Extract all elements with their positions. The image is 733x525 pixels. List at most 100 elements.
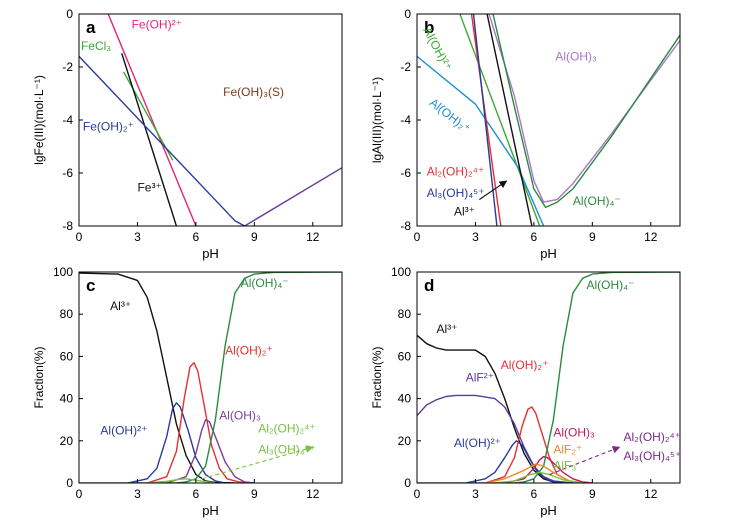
x-tick-label: 3: [472, 230, 479, 244]
label-aloh4: Al(OH)₄⁻: [573, 194, 621, 208]
x-tick-label: 3: [134, 230, 141, 244]
label-al3oh4: Al₃(OH)₄⁵⁺: [258, 442, 316, 456]
x-tick-label: 6: [193, 487, 200, 501]
x-tick-label: 3: [472, 487, 479, 501]
label-feoh3s: Fe(OH)₃(S): [223, 85, 284, 99]
x-tick-label: 6: [531, 230, 538, 244]
plot-frame: [78, 271, 343, 484]
y-tick-label: 40: [398, 392, 412, 406]
series-line-al-oh: [127, 402, 226, 483]
label-al3: Al³⁺: [454, 204, 475, 218]
series-line-fe: [121, 53, 178, 226]
x-axis-label: pH: [540, 246, 557, 261]
y-tick-label: -4: [400, 113, 411, 127]
annotation-arrow: [549, 446, 621, 476]
series-line-al-oh: [166, 419, 255, 483]
panel-b: 0 3 6 9 120-2-4-6-8pHlgAl(III)(mol·L⁻¹)bAl(O…: [370, 7, 681, 261]
label-fe3: Fe³⁺: [137, 181, 161, 195]
y-axis-label: Fraction(%): [32, 346, 46, 408]
series-line-al-oh: [492, 14, 680, 209]
x-tick-label: 0: [76, 487, 83, 501]
y-tick-label: 0: [66, 7, 73, 21]
y-tick-label: 40: [60, 392, 74, 406]
y-tick-label: -6: [62, 166, 73, 180]
label-al3: Al³⁺: [110, 299, 131, 313]
x-axis-label: pH: [202, 503, 219, 518]
panel-letter: c: [86, 276, 95, 295]
label-aloh2plus: Al(OH)₂⁺: [501, 358, 549, 372]
series-line-al-oh: [465, 440, 564, 483]
panel-letter: b: [424, 18, 434, 37]
panel-letter: d: [424, 276, 434, 295]
y-tick-label: 100: [53, 265, 73, 279]
label-al2oh2: Al₂(OH)₂⁴⁺: [624, 430, 681, 444]
series-line-alf: [484, 463, 584, 483]
y-tick-label: 0: [404, 476, 411, 490]
label-aloh3: Al(OH)₃: [555, 49, 597, 63]
y-tick-label: 20: [398, 434, 412, 448]
y-tick-label: -6: [400, 166, 411, 180]
x-tick-label: 12: [306, 487, 320, 501]
label-al2oh2: Al₂(OH)₂⁴⁺: [258, 421, 315, 435]
label-feoh2plus: Fe(OH)₂⁺: [83, 120, 134, 134]
series-line-al-oh: [146, 478, 217, 483]
panel-a: 0 3 6 9 12 0 -2 -4 -6 -8 pH lgFe(III)(mol·L⁻¹) a Fe(O…: [32, 7, 343, 261]
label-alf3: AlF₃: [553, 458, 576, 472]
x-tick-label: 3: [134, 487, 141, 501]
label-aloh2: Al(OH)²⁺: [454, 436, 501, 450]
series-group: [79, 14, 342, 226]
x-tick-label: 0: [76, 230, 83, 244]
label-al3: Al³⁺: [436, 322, 457, 336]
y-tick-label: 80: [398, 307, 412, 321]
y-tick-label: 60: [60, 349, 74, 363]
x-tick-label: 6: [193, 230, 200, 244]
label-aloh4: Al(OH)₄⁻: [241, 276, 289, 290]
series-line-al-oh: [459, 14, 541, 226]
x-axis-label: pH: [202, 246, 219, 261]
x-tick-label: 9: [251, 230, 258, 244]
label-aloh3: Al(OH)₃: [219, 409, 261, 423]
series-group: [417, 272, 680, 483]
y-axis-label: Fraction(%): [370, 346, 384, 408]
series-line-al: [486, 14, 533, 226]
y-tick-label: -8: [62, 219, 73, 233]
y-tick-label: -8: [400, 219, 411, 233]
series-line-al-oh: [79, 272, 342, 483]
panel-c: 0 3 6 9 12 0 20 40 60 80 100 pH Fraction(%) c Al³⁺ Al(O…: [32, 265, 343, 518]
series-line-alf: [494, 471, 584, 483]
series-line-al-oh: [504, 455, 593, 483]
series-line-fe-oh: [107, 14, 197, 226]
label-aloh3: Al(OH)₃: [553, 426, 595, 440]
series-line-unnamed-4: [243, 167, 342, 226]
x-tick-label: 12: [306, 230, 320, 244]
series-line-al-oh: [488, 14, 680, 203]
label-alf2plus: AlF₂⁺: [553, 442, 582, 456]
panel-letter: a: [86, 18, 96, 37]
label-al3oh4: Al₃(OH)₄⁵⁺: [624, 449, 682, 463]
series-group: [79, 272, 342, 483]
y-tick-label: 80: [60, 307, 74, 321]
label-alf2: AlF²⁺: [466, 371, 494, 385]
x-tick-label: 9: [589, 487, 596, 501]
y-tick-label: 100: [391, 265, 411, 279]
x-tick-label: 12: [644, 230, 658, 244]
label-aloh4: Al(OH)₄⁻: [586, 278, 634, 292]
series-line-al-oh: [146, 362, 255, 483]
annotation-arrow: [201, 445, 314, 480]
label-aloh2: Al(OH)²⁺: [100, 423, 147, 437]
series-line-fe-oh: [79, 55, 246, 226]
series-line-al: [417, 334, 574, 483]
x-tick-label: 9: [589, 230, 596, 244]
plot-frame: [416, 271, 681, 484]
panel-d: 0 3 6 9 12 0 20 40 60 80 100 pH Fraction(%) d Al³⁺ Al(O…: [370, 265, 681, 518]
x-tick-label: 0: [414, 487, 421, 501]
x-axis-label: pH: [540, 503, 557, 518]
y-tick-label: 60: [398, 349, 412, 363]
label-aloh2plus: Al(OH)₂⁺: [225, 343, 273, 357]
label-al3oh4: Al₃(OH)₄⁵⁺: [427, 186, 485, 200]
series-line-al: [79, 272, 236, 483]
label-aloh2: Al(OH)²⁺: [420, 25, 454, 73]
y-tick-label: -4: [62, 113, 73, 127]
annotation-arrow: [479, 180, 508, 200]
